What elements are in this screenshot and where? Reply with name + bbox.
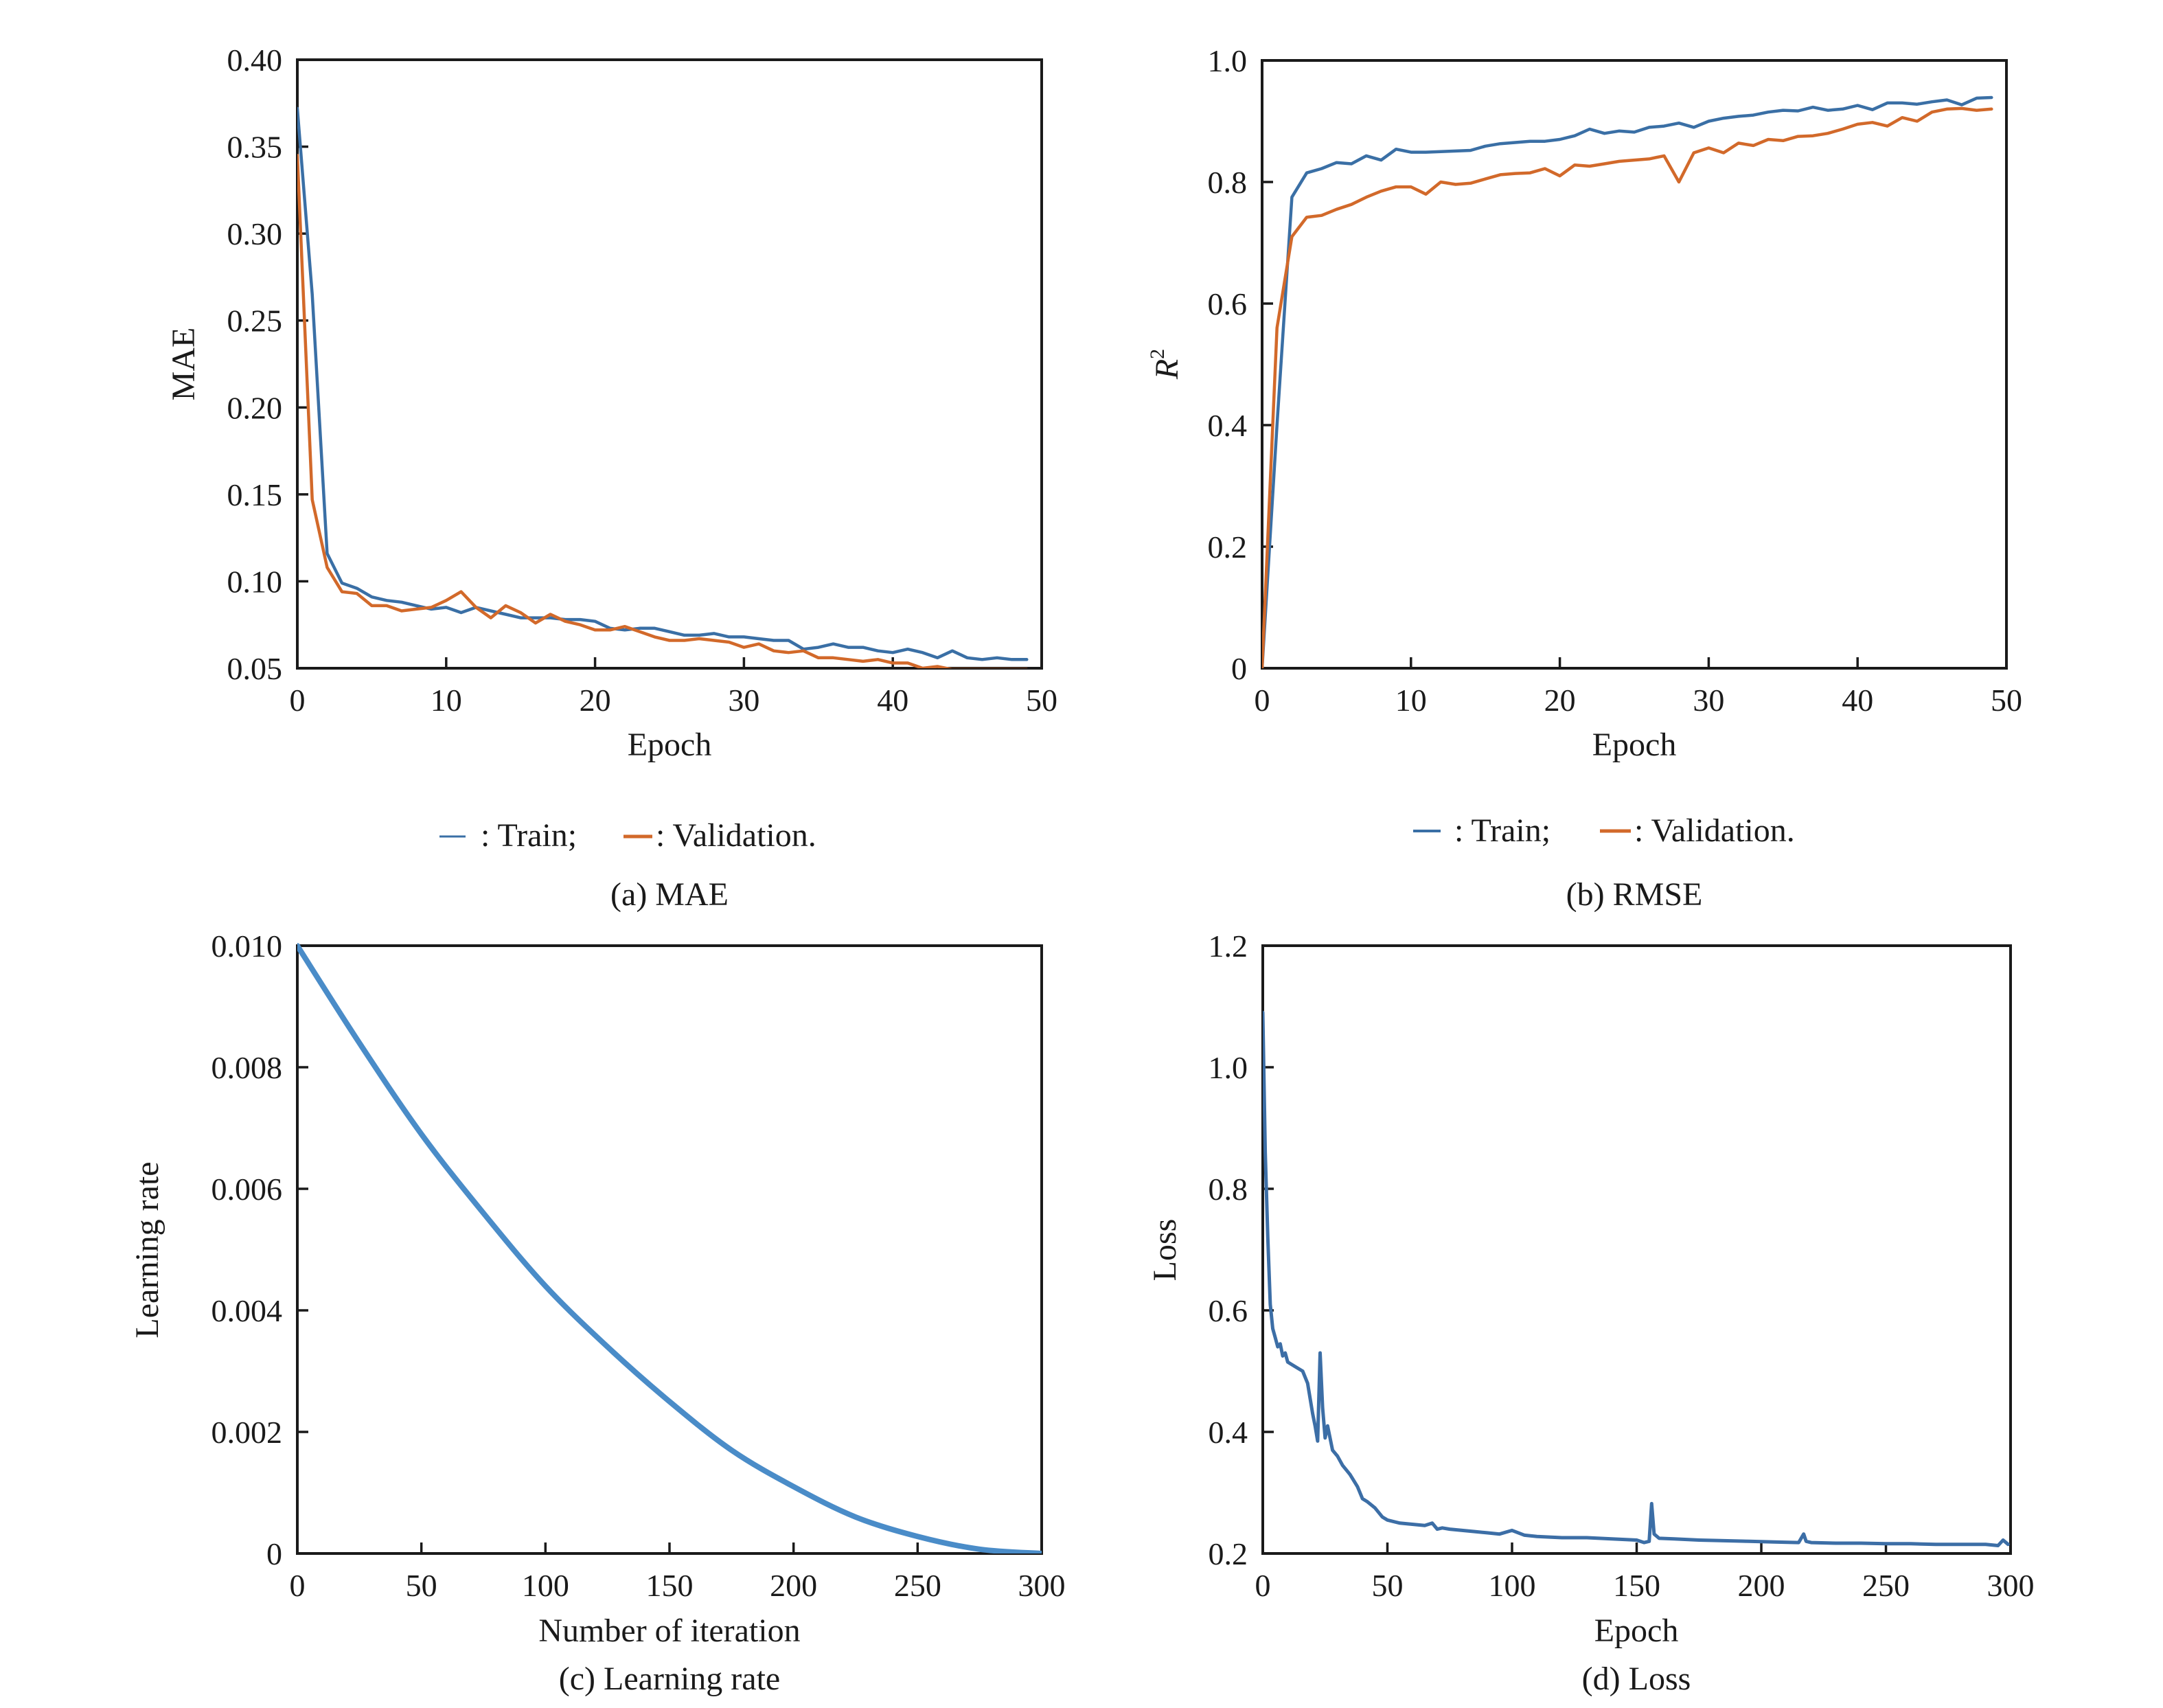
x-tick-label-a: 10: [431, 683, 462, 718]
panel-d-loss: 0 50 100 150 200 250 300 0.2 0.4 0.6 0.8 1.0 1.2 Los…: [1147, 929, 2035, 1697]
x-axis-label-d: Epoch: [1594, 1613, 1679, 1649]
y-tick-label-c: 0.010: [211, 929, 283, 964]
x-axis-label-b: Epoch: [1592, 727, 1677, 763]
x-tick-label-d: 250: [1862, 1568, 1910, 1603]
series-lines-a: [297, 106, 1029, 668]
axis-ticks-b: 0 10 20 30 40 50 0 0.2 0.4 0.6 0.8 1.0: [1208, 43, 2023, 718]
y-axis-label-d: Loss: [1147, 1219, 1183, 1282]
y-tick-label-b: 0: [1231, 651, 1247, 686]
panel-b-rmse: 0 10 20 30 40 50 0 0.2 0.4 0.6 0.8 1.0 R2 Epoch : T…: [1146, 43, 2022, 913]
x-tick-label-a: 30: [728, 683, 759, 718]
y-tick-label-a: 0.25: [227, 304, 283, 339]
y-tick-label-b: 0.2: [1208, 530, 1248, 565]
y-axis-label-a: MAE: [165, 328, 202, 401]
y-tick-label-a: 0.40: [227, 43, 283, 78]
y-tick-label-a: 0.15: [227, 477, 283, 512]
y-tick-label-b: 1.0: [1208, 43, 1248, 78]
y-tick-label-d: 1.0: [1209, 1050, 1248, 1085]
y-axis-label-b-sup: 2: [1146, 349, 1169, 359]
series-line-learning-rate-c: [297, 943, 1042, 1553]
legend-label-train-a: : Train;: [481, 817, 577, 854]
x-tick-label-c: 100: [522, 1568, 569, 1603]
caption-a: (a) MAE: [610, 876, 729, 913]
x-tick-label-a: 0: [290, 683, 306, 718]
legend-a: : Train; : Validation.: [439, 817, 816, 854]
y-tick-label-b: 0.4: [1208, 408, 1248, 443]
plot-frame-b: [1261, 59, 2008, 670]
y-tick-label-c: 0: [266, 1536, 282, 1571]
series-line-validation-b: [1262, 106, 1993, 668]
x-axis-label-c: Number of iteration: [538, 1613, 800, 1649]
y-tick-label-a: 0.20: [227, 390, 283, 425]
y-axis-label-b: R2: [1146, 349, 1185, 380]
y-tick-label-c: 0.004: [211, 1293, 283, 1328]
x-tick-label-b: 20: [1544, 683, 1576, 718]
x-tick-label-b: 0: [1255, 683, 1270, 718]
axis-ticks-c: 0 50 100 150 200 250 300 0 0.002 0.004 0.006 0.008 0…: [211, 929, 1066, 1603]
y-tick-label-d: 0.6: [1209, 1293, 1248, 1328]
y-axis-label-c: Learning rate: [129, 1161, 165, 1338]
y-tick-label-a: 0.05: [227, 651, 283, 686]
x-tick-label-c: 50: [406, 1568, 437, 1603]
plot-frame-c: [296, 944, 1043, 1555]
x-tick-label-d: 50: [1372, 1568, 1404, 1603]
y-tick-label-d: 0.2: [1209, 1536, 1248, 1571]
x-tick-label-b: 50: [1991, 683, 2022, 718]
axis-ticks-a: 0 10 20 30 40 50 0.05 0.10 0.15 0.20 0.25 0.30 0.35 0…: [227, 43, 1058, 718]
x-tick-label-b: 40: [1842, 683, 1873, 718]
y-tick-label-d: 0.4: [1209, 1415, 1248, 1450]
x-tick-label-c: 300: [1018, 1568, 1066, 1603]
x-axis-label-a: Epoch: [628, 727, 712, 763]
y-tick-label-a: 0.30: [227, 216, 283, 251]
caption-d: (d) Loss: [1582, 1661, 1691, 1697]
axis-ticks-d: 0 50 100 150 200 250 300 0.2 0.4 0.6 0.8 1.0 1.2: [1209, 929, 2035, 1603]
x-tick-label-d: 100: [1489, 1568, 1536, 1603]
x-tick-label-a: 50: [1026, 683, 1057, 718]
legend-b: : Train; : Validation.: [1413, 812, 1795, 849]
series-lines-d: [1263, 1010, 2010, 1547]
series-line-train-b: [1262, 95, 1993, 668]
plot-frame-a: [296, 58, 1043, 670]
y-tick-label-c: 0.002: [211, 1415, 283, 1450]
panel-c-learning-rate: 0 50 100 150 200 250 300 0 0.002 0.004 0.006 0.008 0…: [129, 929, 1066, 1697]
y-tick-label-d: 1.2: [1209, 929, 1248, 964]
x-tick-label-d: 300: [1987, 1568, 2035, 1603]
plot-frame-d: [1261, 944, 2012, 1555]
y-tick-label-c: 0.006: [211, 1172, 283, 1207]
x-tick-label-d: 150: [1613, 1568, 1660, 1603]
x-tick-label-b: 30: [1693, 683, 1724, 718]
x-tick-label-c: 250: [894, 1568, 941, 1603]
y-tick-label-a: 0.10: [227, 564, 283, 599]
x-tick-label-c: 0: [290, 1568, 306, 1603]
series-line-train-a: [297, 106, 1029, 661]
y-tick-label-d: 0.8: [1209, 1172, 1248, 1207]
x-tick-label-c: 200: [770, 1568, 817, 1603]
series-line-validation-a: [297, 153, 1028, 668]
caption-c: (c) Learning rate: [559, 1661, 780, 1697]
series-line-loss-d: [1263, 1010, 2010, 1547]
x-tick-label-a: 20: [580, 683, 611, 718]
series-lines-b: [1262, 95, 1993, 668]
x-tick-label-b: 10: [1395, 683, 1427, 718]
y-tick-label-a: 0.35: [227, 130, 283, 165]
y-tick-label-b: 0.6: [1208, 286, 1248, 321]
legend-label-validation-a: : Validation.: [656, 817, 816, 854]
x-tick-label-d: 0: [1255, 1568, 1271, 1603]
panel-a-mae: 0 10 20 30 40 50 0.05 0.10 0.15 0.20 0.25 0.30 0.35 0…: [165, 43, 1057, 913]
y-tick-label-b: 0.8: [1208, 165, 1248, 200]
y-axis-label-b-main: R: [1149, 359, 1185, 380]
legend-label-validation-b: : Validation.: [1634, 812, 1795, 849]
legend-label-train-b: : Train;: [1454, 812, 1550, 849]
x-tick-label-d: 200: [1738, 1568, 1785, 1603]
x-tick-label-c: 150: [646, 1568, 694, 1603]
x-tick-label-a: 40: [877, 683, 908, 718]
y-tick-label-c: 0.008: [211, 1050, 283, 1085]
caption-b: (b) RMSE: [1566, 876, 1703, 913]
series-lines-c: [297, 943, 1042, 1553]
